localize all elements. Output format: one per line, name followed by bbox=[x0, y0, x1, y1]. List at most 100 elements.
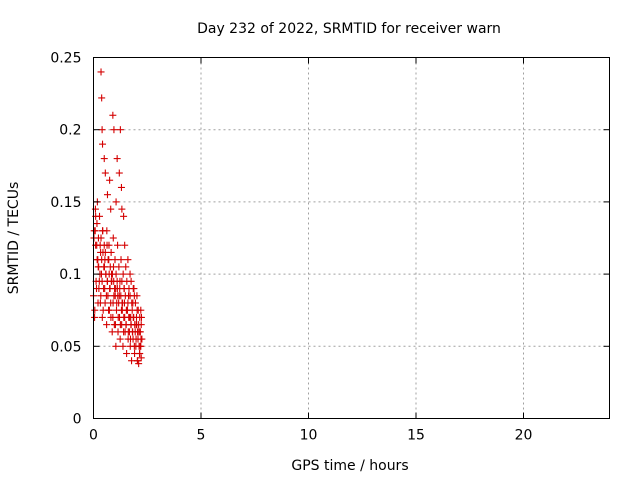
data-point bbox=[126, 270, 134, 278]
data-point bbox=[98, 126, 106, 134]
data-point bbox=[135, 360, 143, 368]
data-point bbox=[114, 241, 122, 249]
data-point bbox=[109, 234, 117, 242]
y-tick-label: 0.15 bbox=[50, 195, 81, 211]
data-point bbox=[105, 306, 113, 314]
grid-lines bbox=[93, 57, 610, 419]
data-point bbox=[96, 241, 104, 249]
data-point bbox=[116, 335, 124, 343]
data-point bbox=[113, 155, 121, 163]
data-point bbox=[133, 321, 140, 329]
data-point bbox=[116, 126, 124, 134]
data-point bbox=[112, 342, 120, 350]
data-point bbox=[101, 256, 109, 264]
data-point bbox=[137, 335, 145, 343]
y-axis-ticks: 0 0.05 0.1 0.15 0.2 0.25 bbox=[50, 51, 610, 428]
y-tick-label: 0.2 bbox=[59, 123, 81, 139]
y-tick-label: 0 bbox=[73, 412, 82, 428]
data-point bbox=[118, 299, 126, 307]
data-point bbox=[104, 292, 112, 300]
data-point bbox=[107, 205, 115, 213]
data-point bbox=[99, 140, 107, 148]
data-point bbox=[103, 321, 111, 329]
data-point bbox=[93, 285, 101, 293]
data-point bbox=[95, 277, 103, 285]
data-point bbox=[98, 313, 106, 321]
data-point bbox=[110, 126, 118, 134]
data-point bbox=[135, 328, 143, 336]
data-point bbox=[94, 299, 102, 307]
data-point bbox=[97, 292, 105, 300]
data-point bbox=[93, 256, 101, 264]
data-points bbox=[90, 68, 146, 368]
data-point bbox=[91, 205, 99, 213]
data-point bbox=[107, 313, 115, 321]
data-point bbox=[117, 183, 125, 191]
data-point bbox=[120, 285, 128, 293]
data-point bbox=[133, 306, 141, 314]
x-tick-label: 20 bbox=[515, 428, 533, 444]
data-point bbox=[127, 277, 135, 285]
data-point bbox=[123, 350, 131, 358]
data-point bbox=[137, 342, 145, 350]
data-point bbox=[96, 212, 104, 220]
data-point bbox=[114, 328, 122, 336]
data-point bbox=[114, 292, 122, 300]
data-point bbox=[100, 155, 108, 163]
data-point bbox=[91, 313, 99, 321]
data-point bbox=[117, 256, 125, 264]
data-point bbox=[107, 248, 115, 256]
x-axis-label: GPS time / hours bbox=[291, 458, 408, 474]
data-point bbox=[100, 263, 108, 271]
data-point bbox=[116, 277, 124, 285]
x-tick-label: 15 bbox=[407, 428, 425, 444]
data-point bbox=[111, 256, 119, 264]
data-point bbox=[91, 306, 99, 314]
data-point bbox=[122, 263, 130, 271]
plot-frame bbox=[93, 57, 610, 419]
data-point bbox=[100, 285, 108, 293]
data-point bbox=[109, 263, 117, 271]
data-point bbox=[129, 285, 137, 293]
data-point bbox=[99, 227, 107, 235]
data-point bbox=[90, 227, 98, 235]
data-point bbox=[98, 94, 106, 102]
y-tick-label: 0.25 bbox=[50, 51, 81, 67]
x-tick-label: 10 bbox=[300, 428, 318, 444]
data-point bbox=[121, 241, 129, 249]
data-point bbox=[118, 205, 126, 213]
data-point bbox=[112, 285, 120, 293]
data-point bbox=[137, 354, 145, 362]
y-axis-label: SRMTID / TECUs bbox=[6, 182, 22, 295]
data-point bbox=[103, 191, 111, 199]
data-point bbox=[112, 198, 120, 206]
data-point bbox=[129, 299, 137, 307]
data-point bbox=[107, 277, 115, 285]
data-point bbox=[115, 169, 123, 177]
data-point bbox=[137, 313, 145, 321]
data-point bbox=[105, 270, 113, 278]
data-point bbox=[122, 306, 130, 314]
data-point bbox=[136, 350, 144, 358]
data-point bbox=[94, 234, 102, 242]
y-tick-label: 0.05 bbox=[50, 339, 81, 355]
y-tick-label: 0.1 bbox=[59, 267, 81, 283]
data-point bbox=[103, 241, 111, 249]
data-point bbox=[101, 169, 109, 177]
data-point bbox=[127, 313, 135, 321]
x-tick-label: 0 bbox=[89, 428, 98, 444]
data-point bbox=[97, 68, 105, 76]
x-axis-ticks: 0 5 10 15 20 bbox=[89, 57, 533, 444]
data-point bbox=[130, 292, 138, 300]
data-point bbox=[134, 357, 142, 365]
data-point bbox=[109, 111, 117, 119]
data-point bbox=[119, 270, 127, 278]
data-point bbox=[110, 321, 118, 329]
data-point bbox=[124, 256, 132, 264]
data-point bbox=[93, 220, 101, 228]
data-point bbox=[120, 212, 128, 220]
x-tick-label: 5 bbox=[197, 428, 206, 444]
data-point bbox=[97, 248, 105, 256]
data-point bbox=[106, 176, 114, 184]
